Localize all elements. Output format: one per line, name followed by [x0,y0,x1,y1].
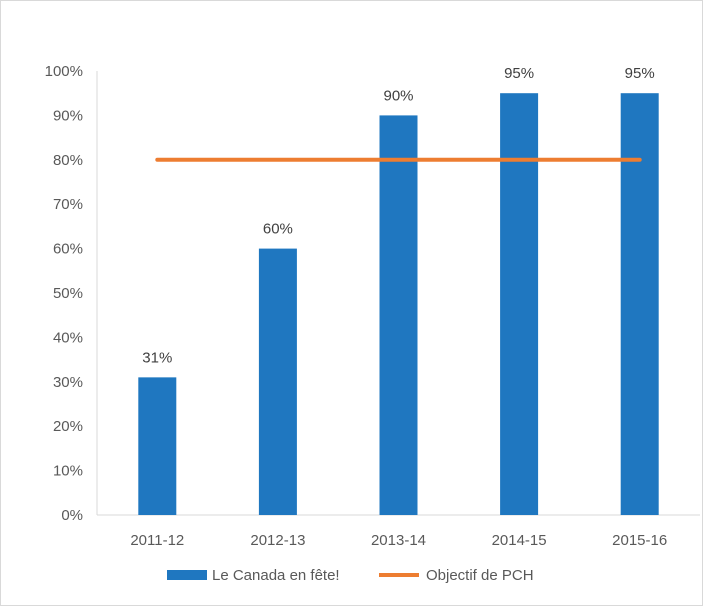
y-tick-label: 10% [53,463,83,480]
y-tick-label: 20% [53,418,83,435]
bar-data-label: 31% [142,349,172,366]
legend-label-line: Objectif de PCH [426,567,534,584]
bar-data-label: 95% [504,65,534,82]
bar [138,377,177,515]
x-tick-label: 2012-13 [250,532,305,549]
bar [500,93,539,515]
legend-swatch-bar [167,570,207,580]
y-tick-label: 30% [53,374,83,391]
y-axis-ticks: 0% 10% 20% 30% 40% 50% 60% 70% 80% 90% 100% [45,63,83,524]
bar [379,115,418,516]
bar [620,93,659,515]
y-tick-label: 40% [53,329,83,346]
legend-label-bar: Le Canada en fête! [212,567,340,584]
bar [258,248,297,515]
bar-data-labels: 31% 60% 90% 95% 95% [142,65,654,366]
y-tick-label: 0% [61,507,83,524]
bar-series [138,93,659,516]
y-tick-label: 60% [53,241,83,258]
x-tick-label: 2011-12 [130,532,184,549]
legend: Le Canada en fête! Objectif de PCH [167,567,534,584]
x-tick-label: 2014-15 [492,532,547,549]
y-tick-label: 70% [53,196,83,213]
x-tick-label: 2013-14 [371,532,426,549]
y-tick-label: 50% [53,285,83,302]
bar-data-label: 95% [625,65,655,82]
y-tick-label: 80% [53,152,83,169]
y-tick-label: 100% [45,63,83,80]
x-tick-label: 2015-16 [612,532,667,549]
y-tick-label: 90% [53,107,83,124]
bar-data-label: 60% [263,221,293,238]
x-axis-ticks: 2011-12 2012-13 2013-14 2014-15 2015-16 [130,532,667,549]
bar-data-label: 90% [383,87,413,104]
